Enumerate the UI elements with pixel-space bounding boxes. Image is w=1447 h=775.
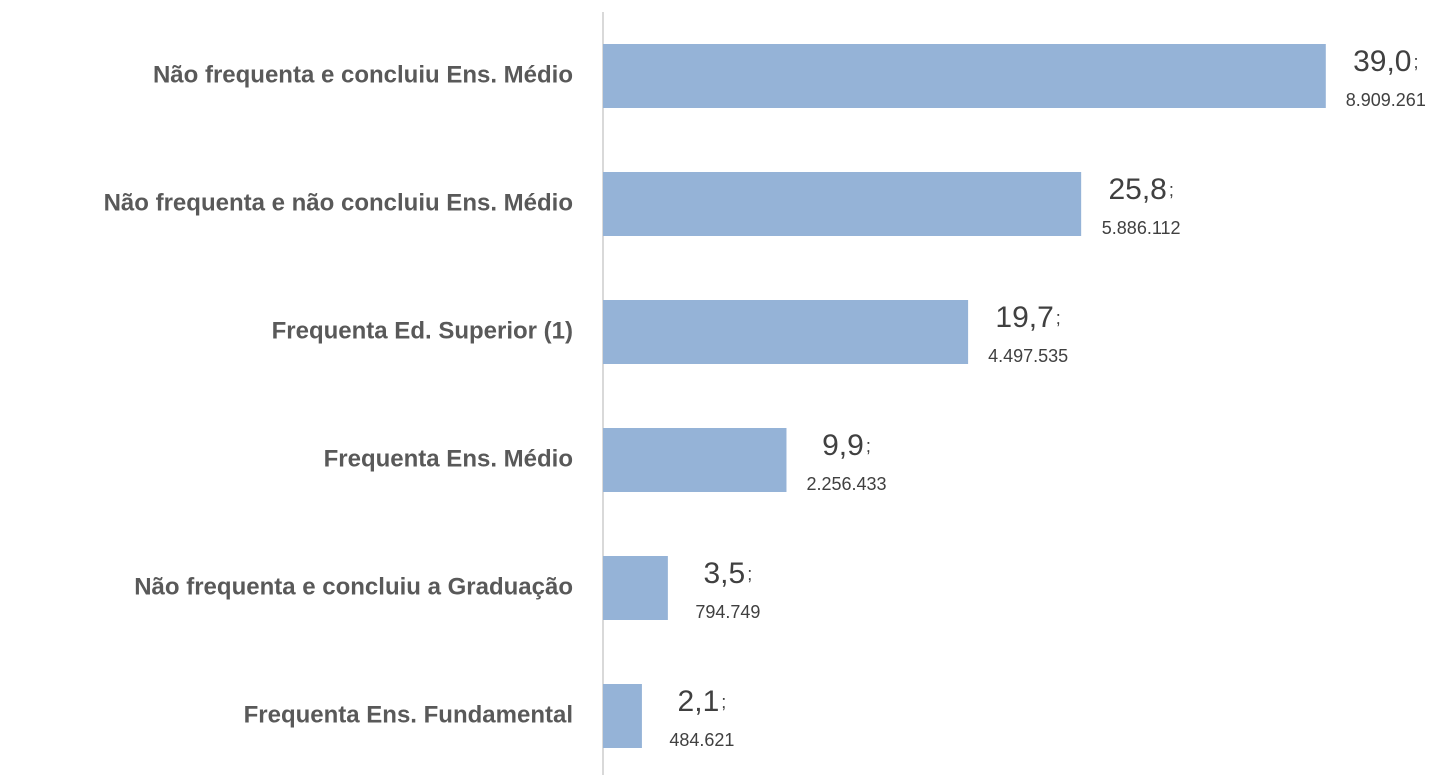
value-label: 2,1; [678,685,727,718]
bar [603,44,1326,108]
bar [603,172,1082,236]
separator: ; [1169,180,1174,200]
value-label: 9,9; [822,429,871,462]
separator: ; [1413,52,1418,72]
value-label: 25,8; [1108,173,1173,206]
category-label: Frequenta Ens. Médio [324,445,573,472]
count-label: 8.909.261 [1346,90,1426,110]
count-label: 2.256.433 [806,474,886,494]
value-label: 3,5; [703,557,752,590]
value-label: 19,7; [995,301,1060,334]
count-label: 794.749 [695,602,760,622]
value-text: 19,7 [995,301,1053,334]
bar [603,556,668,620]
value-text: 25,8 [1108,173,1166,206]
value-label: 39,0; [1353,45,1418,78]
separator: ; [721,692,726,712]
bar [603,428,787,492]
category-label: Não frequenta e concluiu Ens. Médio [153,61,573,88]
value-text: 2,1 [678,685,720,718]
separator: ; [1056,308,1061,328]
category-label: Frequenta Ens. Fundamental [244,701,573,728]
separator: ; [866,436,871,456]
count-label: 4.497.535 [988,346,1068,366]
bar [603,300,969,364]
category-label: Não frequenta e não concluiu Ens. Médio [104,189,573,216]
bar [603,684,642,748]
value-text: 39,0 [1353,45,1411,78]
count-label: 5.886.112 [1102,218,1181,238]
category-label: Não frequenta e concluiu a Graduação [134,573,573,600]
category-label: Frequenta Ed. Superior (1) [272,317,573,344]
value-text: 3,5 [703,557,745,590]
separator: ; [747,564,752,584]
value-text: 9,9 [822,429,864,462]
count-label: 484.621 [669,730,734,750]
